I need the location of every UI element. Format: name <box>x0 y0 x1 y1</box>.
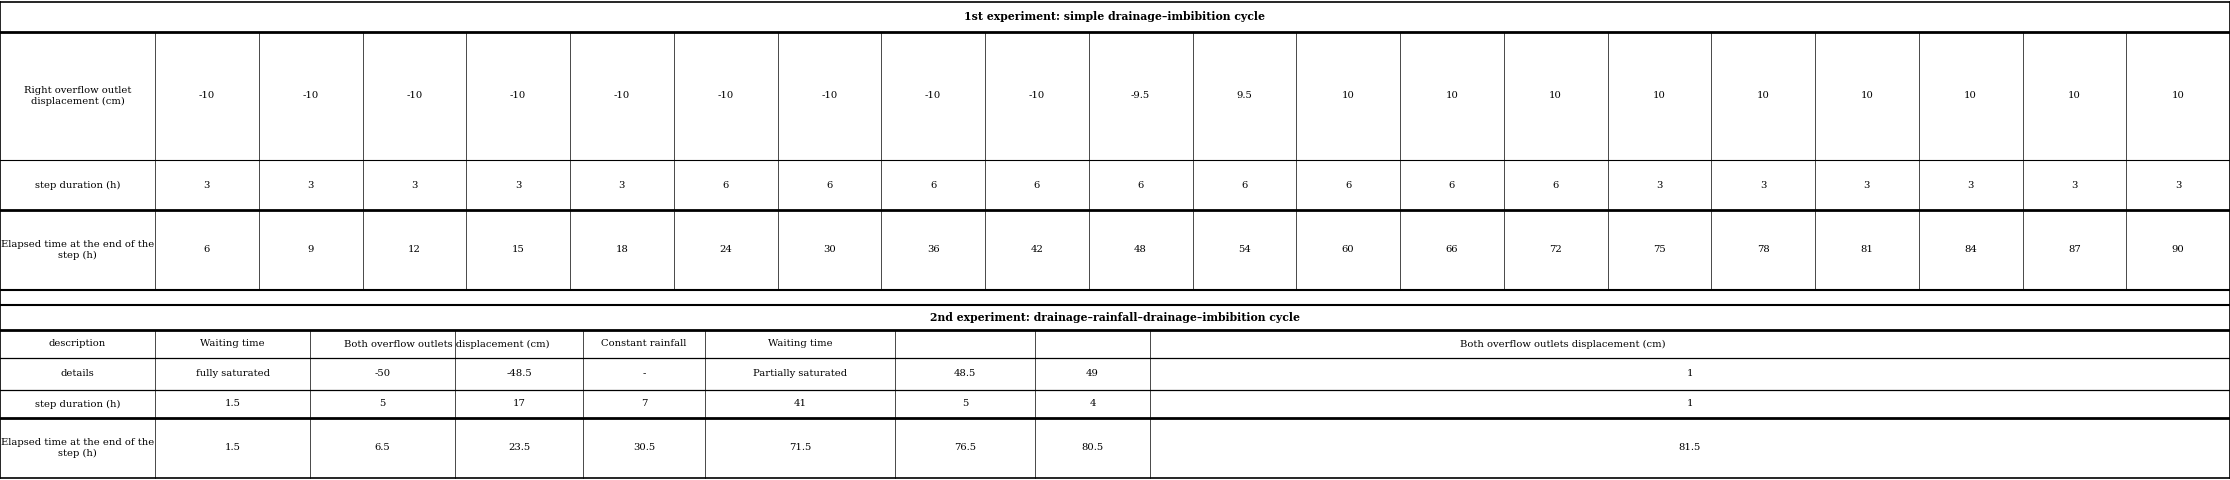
Text: 18: 18 <box>615 245 629 254</box>
Text: 1.5: 1.5 <box>225 444 241 453</box>
Text: 6: 6 <box>1450 180 1454 190</box>
Text: 3: 3 <box>1657 180 1664 190</box>
Text: -10: -10 <box>511 92 526 100</box>
Text: 17: 17 <box>513 399 526 408</box>
Text: -10: -10 <box>1028 92 1046 100</box>
Text: 48: 48 <box>1135 245 1146 254</box>
Text: 3: 3 <box>1967 180 1974 190</box>
Text: 6: 6 <box>1242 180 1247 190</box>
Text: 3: 3 <box>2174 180 2181 190</box>
Text: 71.5: 71.5 <box>789 444 812 453</box>
Text: 1st experiment: simple drainage–imbibition cycle: 1st experiment: simple drainage–imbibiti… <box>966 12 1264 23</box>
Text: Elapsed time at the end of the
step (h): Elapsed time at the end of the step (h) <box>0 438 154 458</box>
Text: 54: 54 <box>1238 245 1251 254</box>
Text: 15: 15 <box>511 245 524 254</box>
Text: 78: 78 <box>1757 245 1768 254</box>
Text: 6: 6 <box>723 180 729 190</box>
Text: 66: 66 <box>1445 245 1458 254</box>
Text: 6: 6 <box>930 180 937 190</box>
Text: 76.5: 76.5 <box>954 444 977 453</box>
Text: -48.5: -48.5 <box>506 370 533 379</box>
Text: Constant rainfall: Constant rainfall <box>602 339 687 348</box>
Text: 42: 42 <box>1030 245 1044 254</box>
Text: 80.5: 80.5 <box>1082 444 1104 453</box>
Text: 3: 3 <box>1864 180 1871 190</box>
Text: Both overflow outlets displacement (cm): Both overflow outlets displacement (cm) <box>343 339 549 348</box>
Text: 10: 10 <box>1445 92 1458 100</box>
Text: 10: 10 <box>1757 92 1771 100</box>
Text: 72: 72 <box>1550 245 1561 254</box>
Text: 60: 60 <box>1342 245 1354 254</box>
Text: Both overflow outlets displacement (cm): Both overflow outlets displacement (cm) <box>1461 339 1666 348</box>
Text: 30.5: 30.5 <box>633 444 656 453</box>
Text: 6: 6 <box>1035 180 1039 190</box>
Text: 23.5: 23.5 <box>508 444 531 453</box>
Text: 4: 4 <box>1088 399 1095 408</box>
Text: 3: 3 <box>410 180 417 190</box>
Text: 81: 81 <box>1860 245 1873 254</box>
Text: 10: 10 <box>1342 92 1354 100</box>
Text: details: details <box>60 370 94 379</box>
Text: 75: 75 <box>1652 245 1666 254</box>
Text: 48.5: 48.5 <box>954 370 977 379</box>
Text: -50: -50 <box>375 370 390 379</box>
Text: Waiting time: Waiting time <box>767 339 832 348</box>
Text: 10: 10 <box>1860 92 1873 100</box>
Text: -: - <box>642 370 647 379</box>
Text: -9.5: -9.5 <box>1131 92 1151 100</box>
Text: 3: 3 <box>203 180 210 190</box>
Text: 3: 3 <box>2072 180 2078 190</box>
Text: 81.5: 81.5 <box>1679 444 1701 453</box>
Text: step duration (h): step duration (h) <box>36 399 120 408</box>
Text: -10: -10 <box>198 92 214 100</box>
Text: 87: 87 <box>2067 245 2081 254</box>
Text: 3: 3 <box>1759 180 1766 190</box>
Text: 1: 1 <box>1686 370 1693 379</box>
Text: 12: 12 <box>408 245 421 254</box>
Text: 10: 10 <box>1550 92 1561 100</box>
Text: 6: 6 <box>1552 180 1559 190</box>
Text: 6: 6 <box>203 245 210 254</box>
Text: 10: 10 <box>2172 92 2185 100</box>
Text: 3: 3 <box>515 180 522 190</box>
Text: 5: 5 <box>961 399 968 408</box>
Text: 10: 10 <box>1652 92 1666 100</box>
Text: Elapsed time at the end of the
step (h): Elapsed time at the end of the step (h) <box>0 240 154 260</box>
Text: 6.5: 6.5 <box>375 444 390 453</box>
Text: Right overflow outlet
displacement (cm): Right overflow outlet displacement (cm) <box>25 86 132 106</box>
Text: 36: 36 <box>928 245 939 254</box>
Text: step duration (h): step duration (h) <box>36 180 120 190</box>
Text: -10: -10 <box>821 92 838 100</box>
Text: 10: 10 <box>1965 92 1978 100</box>
Text: 10: 10 <box>2067 92 2081 100</box>
Text: Waiting time: Waiting time <box>201 339 265 348</box>
Text: 49: 49 <box>1086 370 1099 379</box>
Text: 3: 3 <box>618 180 624 190</box>
Text: -10: -10 <box>303 92 319 100</box>
Text: 90: 90 <box>2172 245 2185 254</box>
Text: 6: 6 <box>1345 180 1351 190</box>
Text: 9.5: 9.5 <box>1235 92 1253 100</box>
Text: 3: 3 <box>308 180 314 190</box>
Text: 6: 6 <box>1137 180 1144 190</box>
Text: -10: -10 <box>925 92 941 100</box>
Text: -10: -10 <box>406 92 421 100</box>
Text: 24: 24 <box>720 245 731 254</box>
Text: 6: 6 <box>827 180 832 190</box>
Text: 2nd experiment: drainage–rainfall–drainage–imbibition cycle: 2nd experiment: drainage–rainfall–draina… <box>930 312 1300 323</box>
Text: -10: -10 <box>718 92 734 100</box>
Text: 1: 1 <box>1686 399 1693 408</box>
Text: 41: 41 <box>794 399 807 408</box>
Text: 5: 5 <box>379 399 386 408</box>
Text: 84: 84 <box>1965 245 1978 254</box>
Text: -10: -10 <box>613 92 631 100</box>
Text: description: description <box>49 339 107 348</box>
Text: 9: 9 <box>308 245 314 254</box>
Text: 30: 30 <box>823 245 836 254</box>
Text: fully saturated: fully saturated <box>196 370 270 379</box>
Text: Partially saturated: Partially saturated <box>754 370 847 379</box>
Text: 7: 7 <box>640 399 647 408</box>
Text: 1.5: 1.5 <box>225 399 241 408</box>
